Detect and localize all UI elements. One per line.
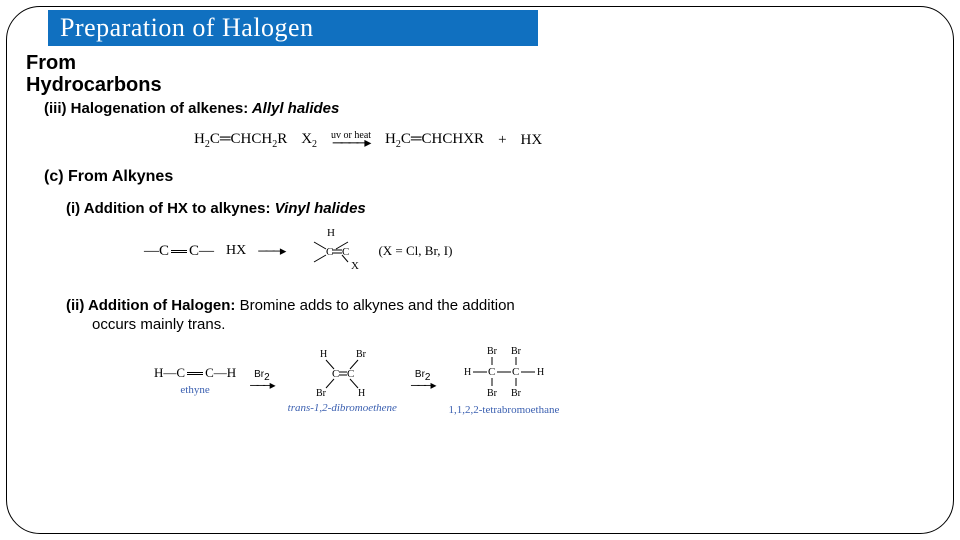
eq1-rdbond: ═ (411, 131, 422, 147)
eq1-X: X (301, 131, 312, 147)
mol-ethyne: H—CC—H ethyne (154, 365, 236, 396)
eq1-C: C (210, 131, 220, 147)
diag-i-note: (X = Cl, Br, I) (378, 243, 452, 259)
arrow-br2-2: Br2 ───▸ (411, 371, 435, 389)
svg-text:Br: Br (487, 388, 498, 399)
eq1-CHCH: CHCH (231, 131, 273, 147)
svg-text:Br: Br (511, 388, 522, 399)
eq1-plus: + (498, 132, 506, 149)
content-area: (iii) Halogenation of alkenes: Allyl hal… (44, 100, 920, 416)
iii-bold: Halogenation of alkenes: (71, 100, 249, 117)
svg-text:C: C (326, 246, 333, 258)
svg-text:C: C (347, 368, 354, 380)
iii-italic: Allyl halides (248, 100, 339, 117)
i-italic: Vinyl halides (270, 200, 365, 217)
subtitle-line1: From (26, 52, 221, 74)
svg-text:Br: Br (511, 346, 522, 357)
arrow-icon: ────▸ (333, 139, 370, 149)
i-prefix: (i) (66, 200, 84, 217)
item-ii-cont: occurs mainly trans. (92, 316, 920, 333)
tetrabromo-icon: Br Br H C C H Br Br (459, 345, 549, 401)
eq1-right: H2C═CHCHXR (385, 131, 484, 150)
svg-text:H: H (358, 388, 365, 399)
ii-prefix: (ii) (66, 297, 88, 314)
mol-tetra: Br Br H C C H Br Br 1,1,2,2-tetrabromoet… (448, 345, 559, 416)
section-c-heading: (c) From Alkynes (44, 168, 920, 186)
vinyl-structure-icon: H C C X (296, 227, 366, 275)
label-trans: trans-1,2-dibromoethene (288, 402, 397, 414)
ii-rest: Bromine adds to alkynes and the addition (235, 297, 514, 314)
i-bold: Addition of HX to alkynes: (84, 200, 271, 217)
svg-text:H: H (537, 367, 544, 378)
ethyne-icon: H—CC—H (154, 365, 236, 381)
svg-text:H: H (464, 367, 471, 378)
equation-allyl: H2C═CHCH2R X2 uv or heat ────▸ H2C═CHCHX… (194, 131, 920, 150)
title-text: Preparation of Halogen (60, 13, 314, 43)
arrow-icon: ───▸ (411, 381, 435, 389)
item-i: (i) Addition of HX to alkynes: Vinyl hal… (66, 200, 920, 217)
label-tetra: 1,1,2,2-tetrabromoethane (448, 404, 559, 416)
subtitle-box: From Hydrocarbons (26, 52, 221, 96)
diagram-bromine: H—CC—H ethyne Br2 ───▸ H Br C C Br H tra (154, 345, 920, 416)
diag-i-hx: HX (226, 243, 246, 259)
svg-text:Br: Br (356, 349, 367, 360)
eq1-R: R (277, 131, 287, 147)
trans-dibromo-icon: H Br C C Br H (306, 347, 378, 399)
svg-text:C: C (488, 366, 495, 378)
svg-text:Br: Br (487, 346, 498, 357)
item-iii: (iii) Halogenation of alkenes: Allyl hal… (44, 100, 920, 117)
eq1-dbond: ═ (220, 131, 231, 147)
eq1-H: H (194, 131, 205, 147)
svg-text:Br: Br (316, 388, 327, 399)
ii-bold: Addition of Halogen: (88, 297, 235, 314)
eq1-rH: H (385, 131, 396, 147)
mol-trans: H Br C C Br H trans-1,2-dibromoethene (288, 347, 397, 414)
eq1-arrow: uv or heat ────▸ (331, 132, 371, 149)
eq1-rCHCHXR: CHCHXR (422, 131, 485, 147)
arrow-icon: ───▸ (258, 243, 284, 259)
label-ethyne: ethyne (180, 384, 209, 396)
eq1-reagent: X2 (301, 131, 317, 150)
item-ii: (ii) Addition of Halogen: Bromine adds t… (66, 297, 920, 314)
arrow-icon: ───▸ (250, 381, 274, 389)
diagram-vinyl: —CC— HX ───▸ H C C X (X = Cl, Br, I) (144, 227, 920, 275)
eq1-hx: HX (521, 132, 543, 149)
svg-text:H: H (320, 349, 327, 360)
arrow-br2-1: Br2 ───▸ (250, 371, 274, 389)
svg-text:H: H (327, 227, 335, 239)
alkyne-icon: —CC— (144, 243, 214, 260)
title-bar: Preparation of Halogen (48, 10, 538, 46)
eq1-rC: C (401, 131, 411, 147)
eq1-left: H2C═CHCH2R (194, 131, 287, 150)
subtitle-line2: Hydrocarbons (26, 74, 221, 96)
svg-text:C: C (332, 368, 339, 380)
svg-text:C: C (512, 366, 519, 378)
iii-prefix: (iii) (44, 100, 71, 117)
svg-text:X: X (351, 260, 359, 272)
